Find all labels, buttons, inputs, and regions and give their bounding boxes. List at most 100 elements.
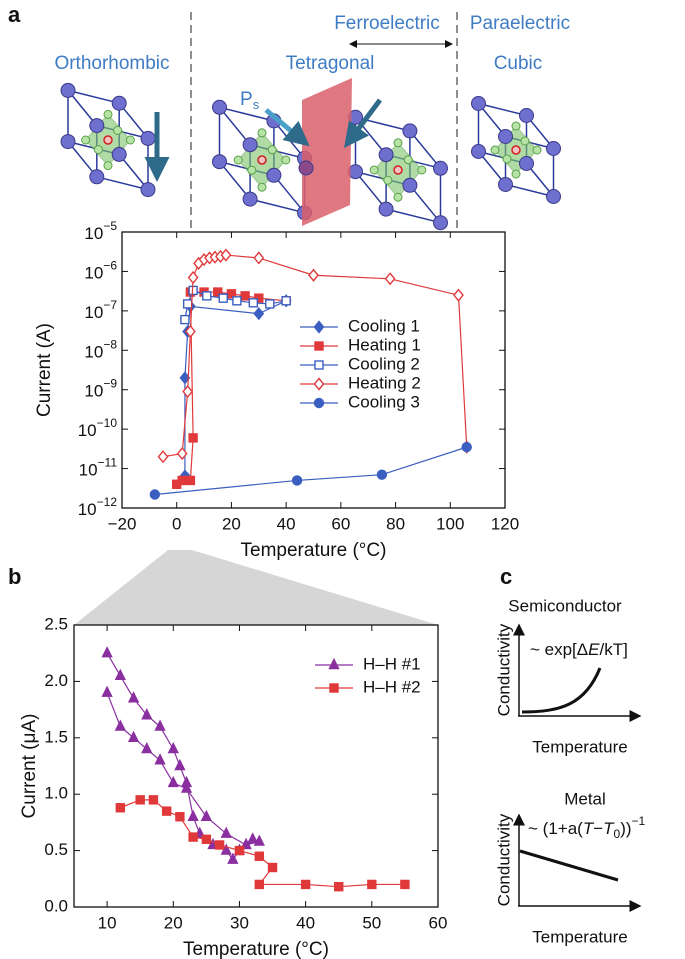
crystal-edge xyxy=(219,106,275,122)
x-axis-title: Temperature xyxy=(532,927,627,946)
legend-marker xyxy=(328,657,340,670)
center-atom xyxy=(257,155,267,165)
phase-label: Cubic xyxy=(494,53,543,74)
tick-base: 10 xyxy=(84,382,103,401)
marker xyxy=(187,809,199,821)
atom xyxy=(89,169,105,185)
marker xyxy=(127,730,140,742)
legend-marker xyxy=(313,377,325,391)
y-tick-label: 10−9 xyxy=(84,377,117,401)
tick-exponent: −10 xyxy=(97,416,118,430)
atom xyxy=(378,201,394,217)
oxygen-atom xyxy=(233,155,243,165)
crystal-edge xyxy=(67,141,98,178)
atom xyxy=(546,141,561,156)
y-tick-label: 10−5 xyxy=(84,219,117,243)
oxygen-atom xyxy=(417,165,427,175)
tick-exponent: −8 xyxy=(103,337,117,351)
tick-base: 10 xyxy=(84,343,103,362)
marker xyxy=(281,296,291,306)
marker xyxy=(334,881,344,892)
phase-label: Tetragonal xyxy=(286,53,375,74)
legend-label: Heating 1 xyxy=(348,335,421,354)
tick-exponent: −9 xyxy=(103,377,117,391)
curve xyxy=(519,849,619,882)
series-line xyxy=(120,799,405,888)
marker xyxy=(154,753,166,765)
oxygen-atom xyxy=(369,165,379,175)
crystal-edge xyxy=(67,89,98,127)
crystal-edge xyxy=(249,198,305,214)
atom xyxy=(298,160,314,176)
atom xyxy=(140,182,156,198)
curve xyxy=(521,667,602,714)
polarization-arrow xyxy=(344,98,382,148)
crystal-edge xyxy=(218,106,251,146)
crystal-edge xyxy=(354,171,387,210)
marker xyxy=(167,775,179,788)
legend-label: Cooling 1 xyxy=(348,316,420,335)
phase-label: Paraelectric xyxy=(470,13,570,34)
legend-label: Cooling 3 xyxy=(348,392,420,411)
crystal-edge xyxy=(67,89,120,104)
semiconductor-label: Semiconductor xyxy=(508,596,622,615)
marker xyxy=(174,758,186,771)
zoom-region xyxy=(74,550,438,625)
atom xyxy=(402,123,418,139)
y-tick-label: 10−6 xyxy=(84,259,117,283)
oxygen-atom xyxy=(490,145,500,155)
marker xyxy=(185,475,196,486)
marker xyxy=(184,324,196,339)
marker xyxy=(149,489,161,500)
panel-label: c xyxy=(500,564,512,589)
marker xyxy=(187,270,199,285)
legend-marker xyxy=(314,360,324,370)
marker xyxy=(180,314,190,325)
atom xyxy=(546,189,561,204)
panel-label: a xyxy=(8,2,21,27)
crystal-edge xyxy=(273,174,306,214)
oxygen-atom xyxy=(281,155,291,165)
x-tick-label: 100 xyxy=(436,514,464,533)
marker xyxy=(218,293,228,303)
formula-part: ~ exp[Δ xyxy=(530,640,588,659)
marker xyxy=(254,851,265,861)
marker xyxy=(253,834,265,846)
marker xyxy=(202,291,212,301)
tick-exponent: −12 xyxy=(97,495,118,509)
x-tick-label: 60 xyxy=(429,913,448,932)
crystal-edge xyxy=(218,161,251,200)
formula-part: /kT] xyxy=(599,640,627,659)
atom xyxy=(212,154,227,170)
atom xyxy=(242,191,258,207)
crystal-edge xyxy=(409,184,442,224)
tick-base: 10 xyxy=(84,224,103,243)
tick-exponent: −7 xyxy=(103,298,117,312)
y-tick-label: 1.5 xyxy=(44,727,68,746)
marker xyxy=(227,852,239,864)
tick-base: 10 xyxy=(78,500,97,519)
x-tick-label: 50 xyxy=(362,913,381,932)
marker xyxy=(308,268,319,282)
marker xyxy=(182,384,194,399)
x-tick-label: −20 xyxy=(108,514,137,533)
atom xyxy=(378,147,394,163)
y-tick-label: 2.5 xyxy=(44,614,68,633)
atom xyxy=(266,167,282,183)
legend-label: H–H #1 xyxy=(363,654,421,673)
marker xyxy=(291,475,303,486)
series-line xyxy=(154,446,467,496)
superscript: −1 xyxy=(632,814,646,828)
oxygen-atom xyxy=(81,135,91,145)
marker xyxy=(254,879,265,890)
marker xyxy=(177,475,187,486)
legend-label: Heating 2 xyxy=(348,373,421,392)
x-axis-title: Temperature xyxy=(532,737,627,756)
x-tick-label: 40 xyxy=(277,514,296,533)
marker xyxy=(141,708,153,720)
atom xyxy=(519,108,534,123)
oxygen-atom xyxy=(103,161,113,171)
phase-label: Ferroelectric xyxy=(334,13,440,34)
oxygen-atom xyxy=(125,135,135,145)
